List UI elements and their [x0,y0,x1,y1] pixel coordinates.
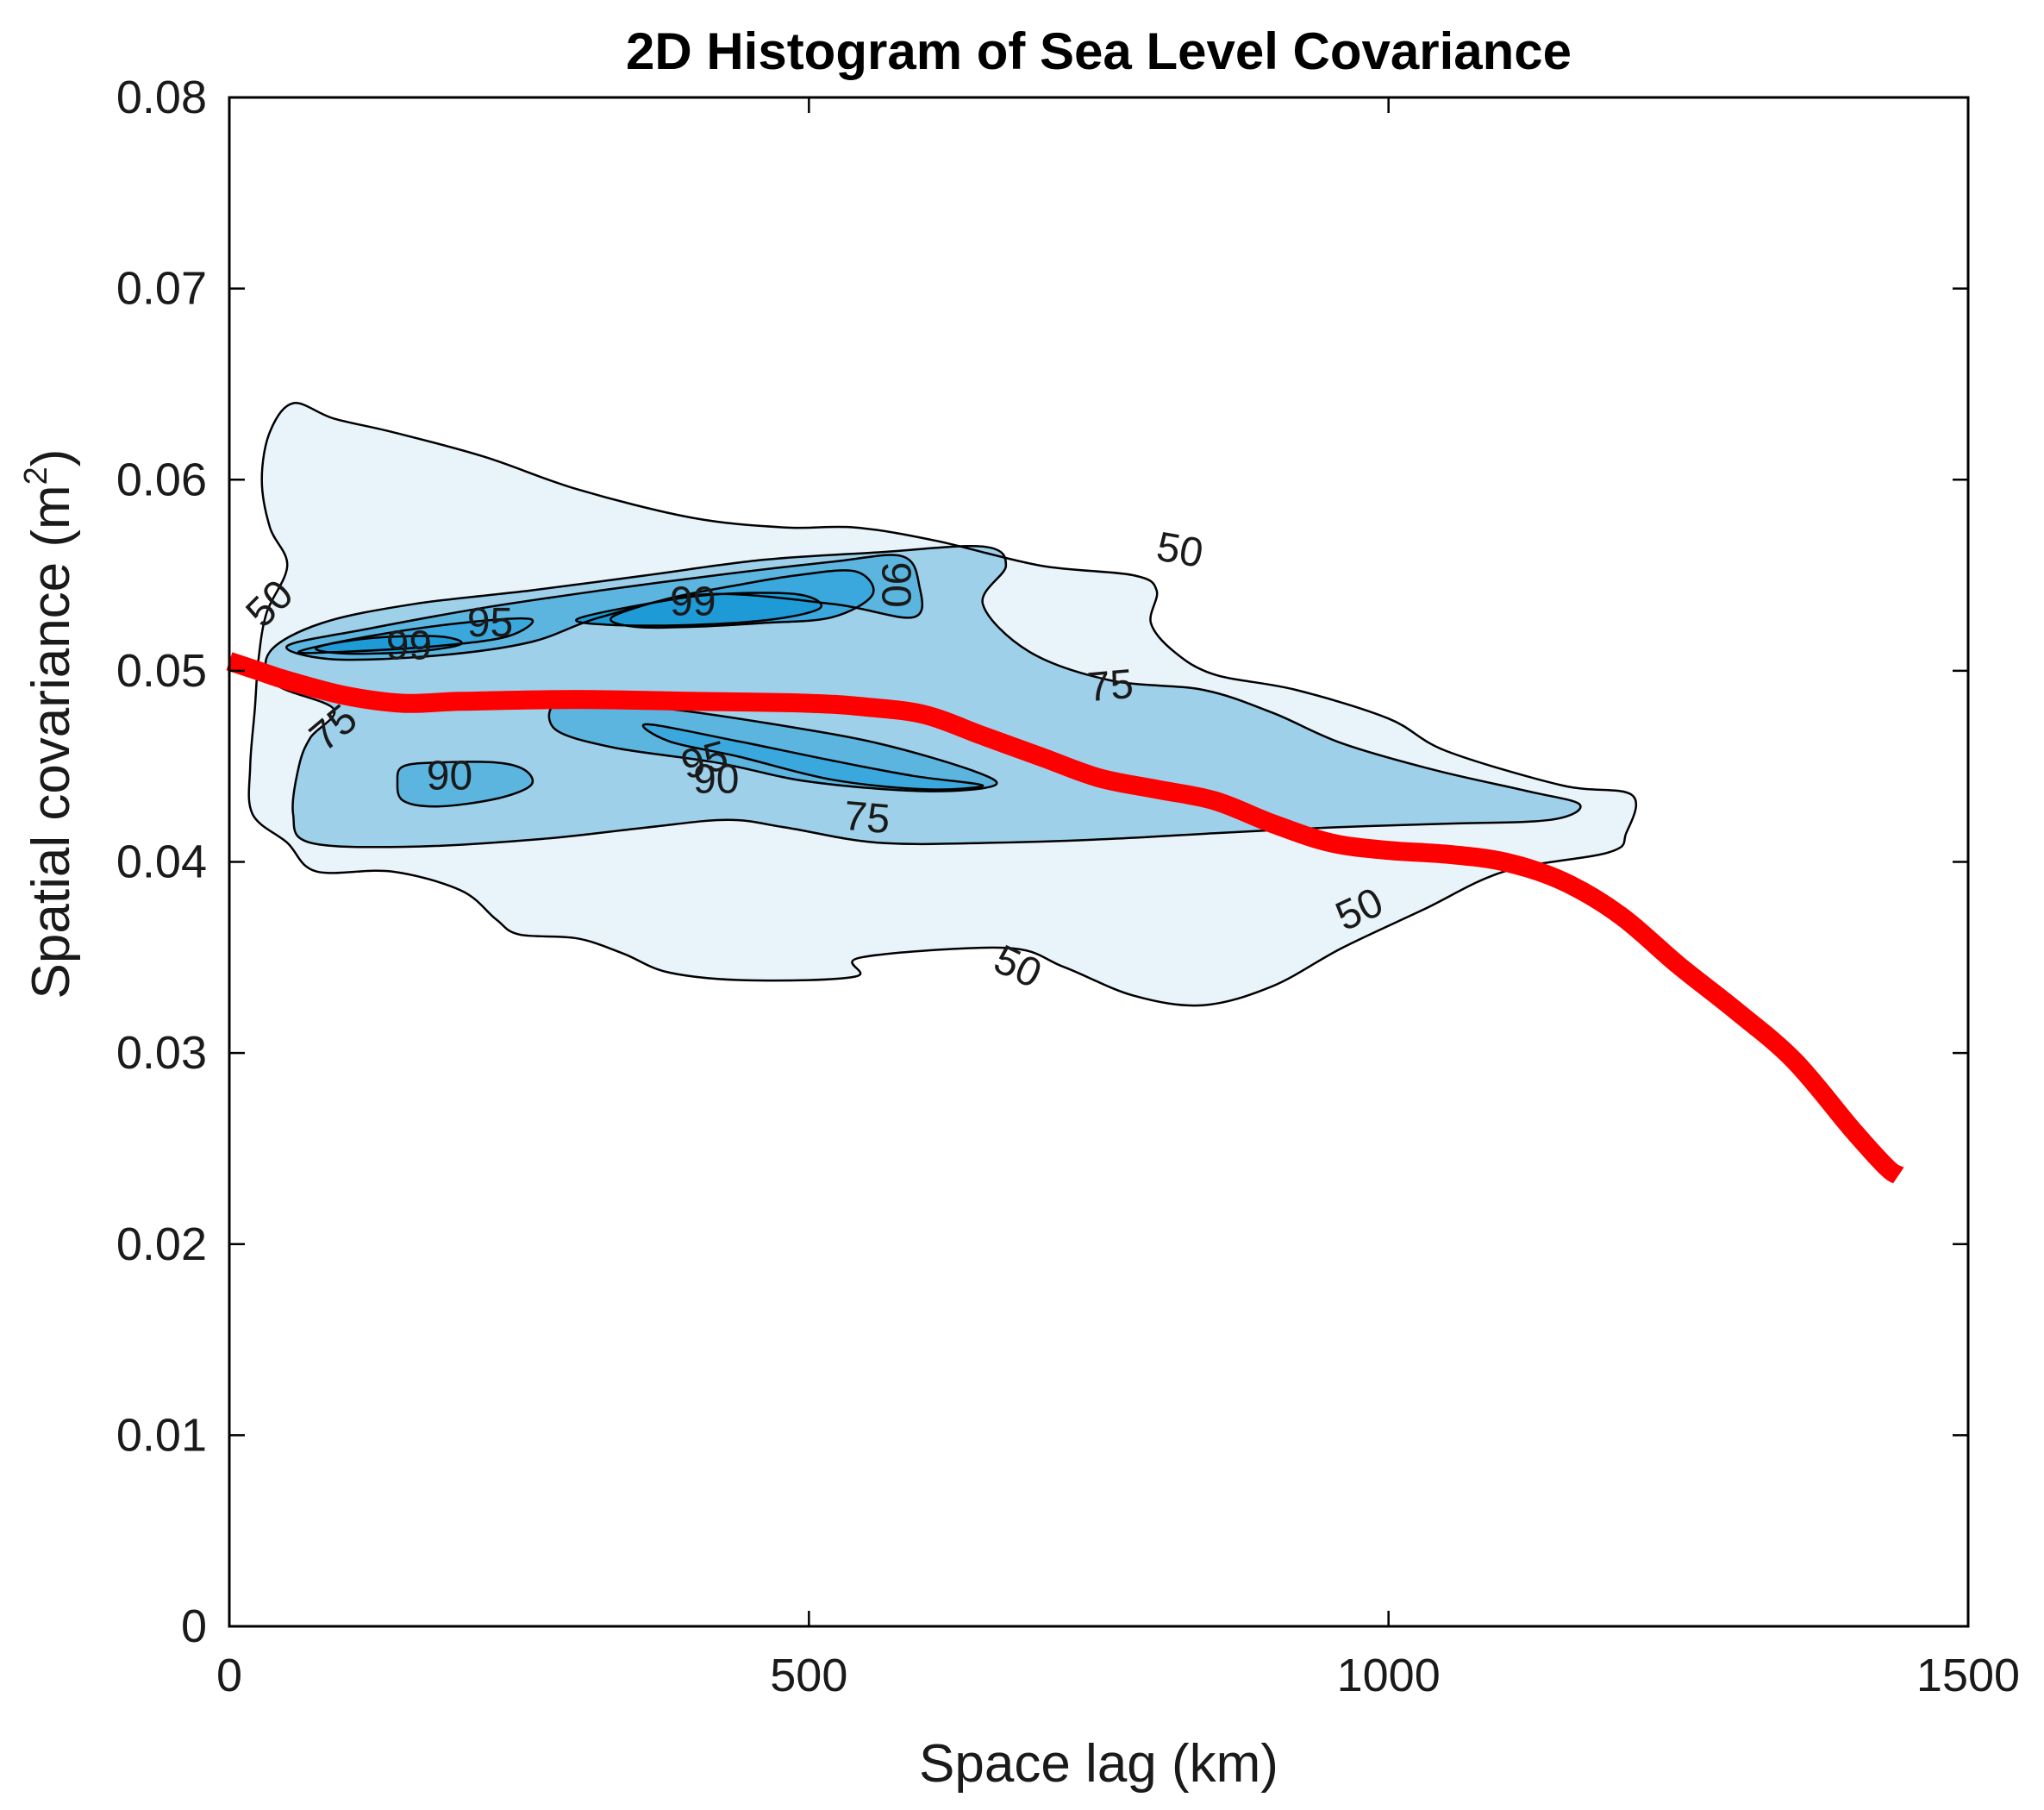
contour-label-99-9-0: 99 [670,579,716,625]
contour-line-90-3 [547,698,998,792]
y-tick-label-4: 0.04 [116,836,207,888]
contour-fill-90-3 [548,698,997,792]
contour-line-50-0 [247,402,1638,1007]
contour-label-90-4-0: 90 [427,753,472,799]
contour-line-95-7 [641,723,984,791]
series-layer [226,652,1904,1184]
contour-line-75-1 [264,544,1582,849]
contour-label-95-5-0: 95 [467,600,513,646]
y-axis-label-main: Spatial covariance (m [22,485,81,999]
y-tick-label-3: 0.03 [116,1027,207,1079]
contour-line-90-4 [396,761,534,808]
x-tick-label-3: 1500 [1916,1650,2020,1701]
y-tick-label-8: 0.08 [116,72,207,123]
contour-label-90-2-0: 90 [873,561,919,607]
y-axis-label-close: ) [22,449,81,467]
x-tick-label-0: 0 [216,1650,242,1701]
contour-label-75-1-0: 75 [1085,661,1135,711]
y-axis-label-superscript: 2 [18,467,54,485]
contour-line-90-2 [285,554,924,661]
contour-fill-99-9 [576,592,822,626]
contour-line-95-6 [609,569,875,629]
axis-ticks: 0 500 1000 1500 0 0.01 0.02 0.03 0.04 0.05 0.06 0.0… [116,72,2020,1701]
contour-label-99-8-0: 99 [386,623,432,669]
x-tick-label-2: 1000 [1337,1650,1441,1701]
contour-lines [247,402,1638,1007]
y-axis-label: Spatial covariance (m2) [18,449,81,999]
contour-line-99-9 [575,592,823,627]
contour-label-75-1-2: 75 [842,793,892,842]
x-axis-label: Space lag (km) [919,1734,1278,1794]
y-tick-label-0: 0 [181,1600,207,1652]
contour-fill-90-4 [397,761,533,807]
y-tick-label-5: 0.05 [116,645,207,697]
contour-label-90-3-0: 90 [693,757,739,803]
contour-line-95-5 [297,617,534,654]
y-tick-label-7: 0.07 [116,263,207,315]
y-tick-label-2: 0.02 [116,1218,207,1270]
x-tick-label-1: 500 [770,1650,847,1701]
contour-label-50-0-1: 50 [1153,524,1207,577]
chart-title: 2D Histogram of Sea Level Covariance [626,22,1572,80]
y-tick-label-6: 0.06 [116,454,207,505]
y-tick-label-1: 0.01 [116,1409,207,1461]
contour-line-99-8 [315,635,464,655]
contour-fills [248,403,1636,1006]
series-line-0 [226,652,1904,1184]
